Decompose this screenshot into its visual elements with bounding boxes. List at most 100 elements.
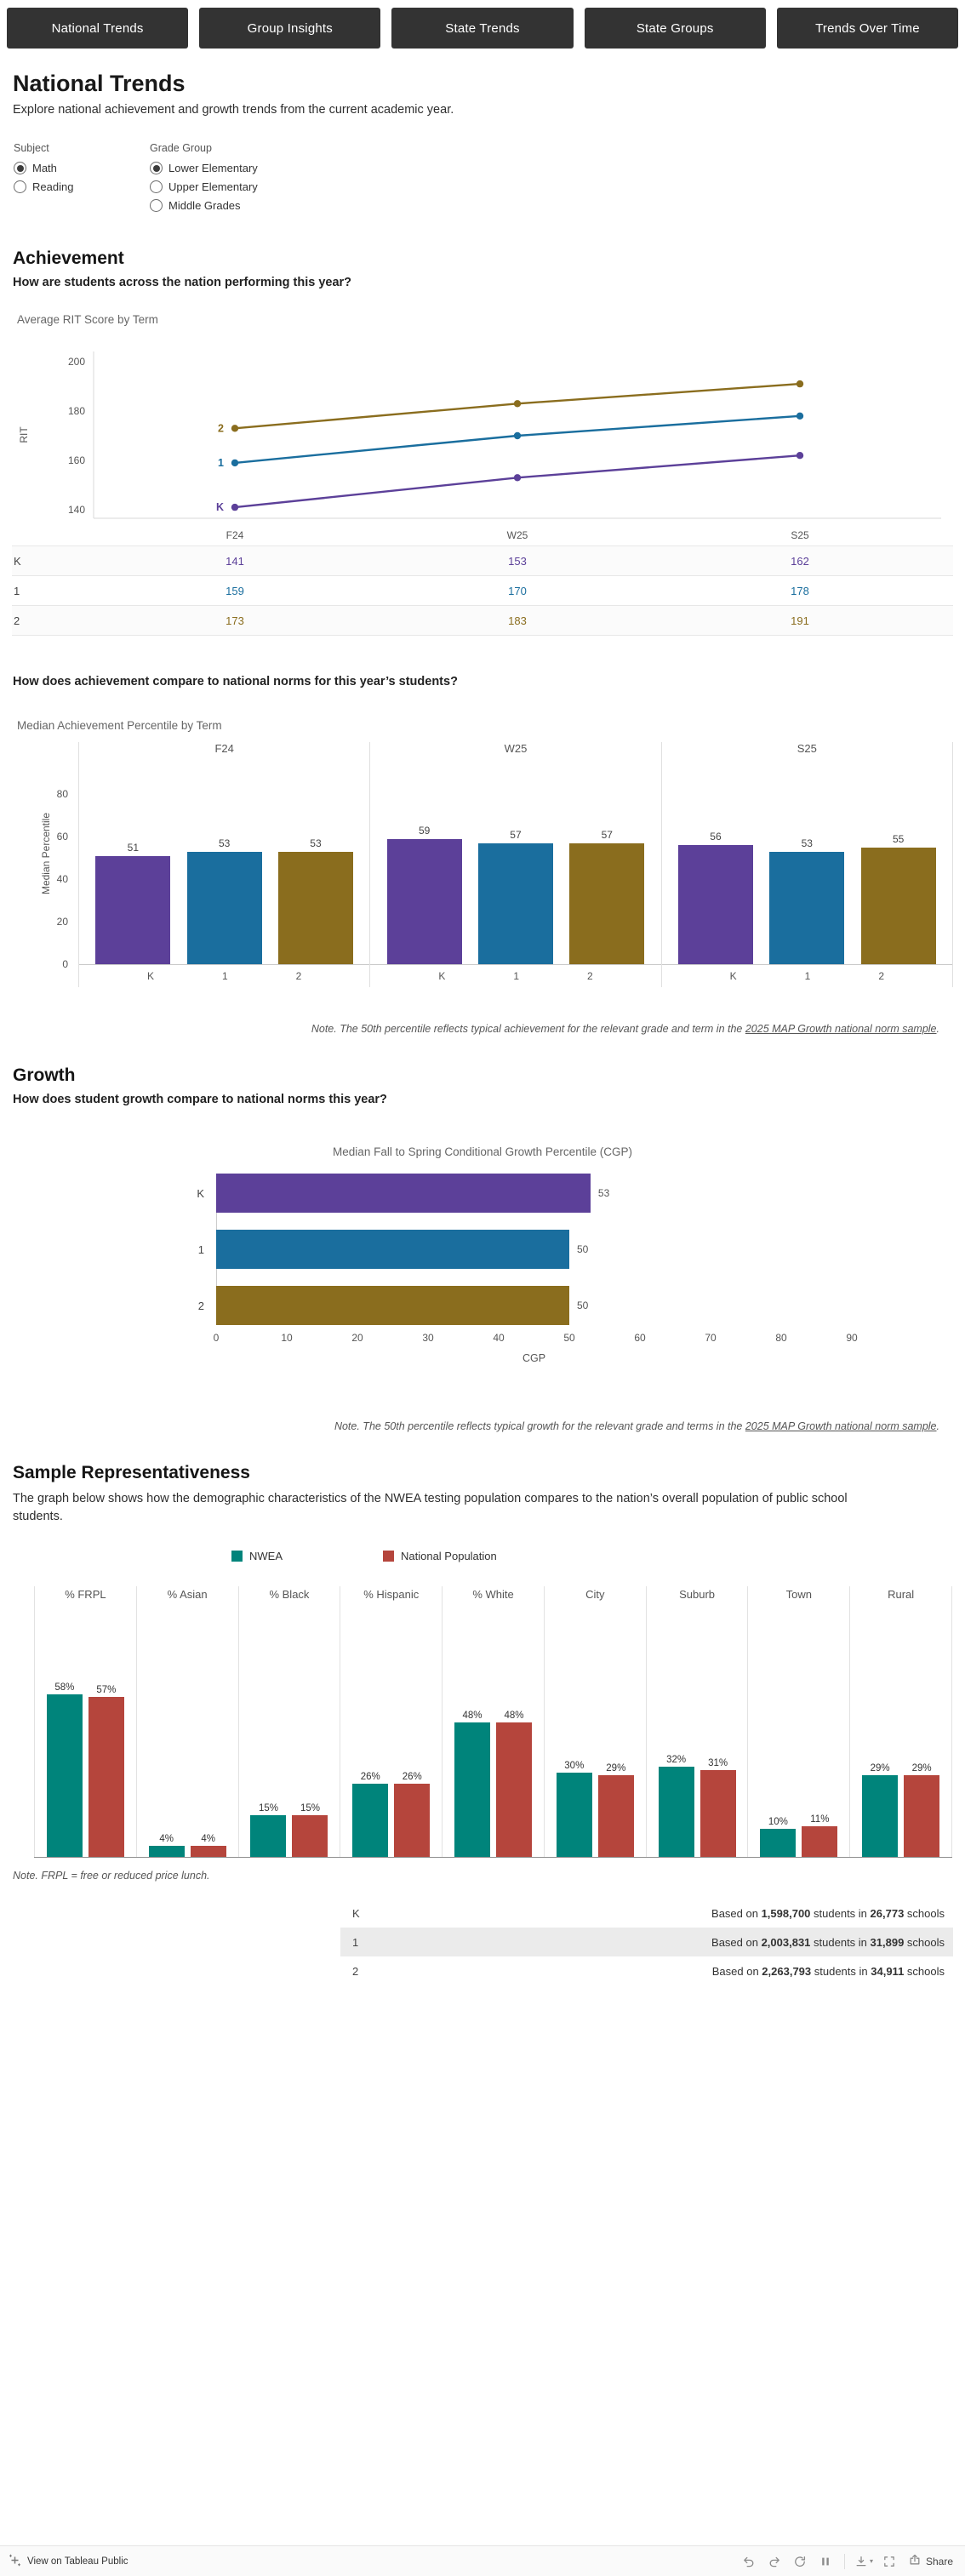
data-point-k-w25[interactable] — [513, 474, 522, 482]
achievement-heading: Achievement — [13, 248, 124, 268]
page-title: National Trends — [13, 71, 186, 96]
legend-item-national-population: National Population — [383, 1550, 497, 1562]
fullscreen-button[interactable] — [879, 2551, 899, 2572]
cgp-chart-title: Median Fall to Spring Conditional Growth… — [333, 1145, 632, 1158]
rit-value-k-f24[interactable]: 141 — [226, 554, 244, 568]
undo-button[interactable] — [739, 2551, 759, 2572]
bar-value-label: 29% — [911, 1763, 932, 1774]
cgp-bar-grade-k[interactable] — [216, 1174, 591, 1213]
download-button[interactable]: ▾ — [854, 2551, 874, 2572]
bar-national-population-asian[interactable] — [190, 1845, 226, 1858]
nav-tab-trends-over-time[interactable]: Trends Over Time — [776, 8, 959, 49]
filters: Subject Math Reading Grade Group Lower El… — [14, 142, 965, 218]
grade-label: 2 — [352, 1964, 359, 1978]
radio-option-lower-elementary[interactable]: Lower Elementary — [150, 162, 258, 174]
bar-value-label: 4% — [159, 1833, 174, 1844]
bar-nwea-asian[interactable] — [148, 1845, 185, 1858]
bar-value-label: 53 — [801, 837, 813, 849]
share-button[interactable]: Share — [905, 2553, 956, 2569]
rit-chart-title: Average RIT Score by Term — [17, 313, 158, 326]
bar-nwea-hispanic[interactable] — [352, 1784, 389, 1858]
view-on-tableau-link[interactable]: View on Tableau Public — [9, 2554, 128, 2569]
bar-f24-grade-1[interactable] — [186, 851, 262, 964]
radio-button-icon — [150, 199, 163, 212]
grade-label: K — [14, 554, 21, 568]
bar-f24-grade-k[interactable] — [95, 855, 171, 964]
radio-option-math[interactable]: Math — [14, 162, 150, 174]
redo-button[interactable] — [764, 2551, 785, 2572]
rit-value-1-w25[interactable]: 170 — [508, 584, 527, 597]
x-axis-tick: K — [438, 970, 446, 982]
data-point-1-s25[interactable] — [796, 412, 804, 420]
data-point-1-w25[interactable] — [513, 431, 522, 440]
bar-national-population-frpl[interactable] — [88, 1696, 124, 1858]
cgp-bar-grade-2[interactable] — [216, 1286, 569, 1325]
bar-nwea-rural[interactable] — [862, 1775, 899, 1858]
radio-option-reading[interactable]: Reading — [14, 180, 150, 193]
rit-value-2-w25[interactable]: 183 — [508, 614, 527, 627]
bar-national-population-rural[interactable] — [904, 1775, 940, 1858]
bar-nwea-suburb[interactable] — [658, 1767, 694, 1858]
bar-nwea-black[interactable] — [250, 1814, 287, 1858]
radio-button-icon — [14, 180, 26, 193]
grade-label: 2 — [14, 614, 20, 627]
rit-value-2-s25[interactable]: 191 — [791, 614, 809, 627]
bar-s25-grade-k[interactable] — [677, 845, 753, 964]
nav-tab-state-groups[interactable]: State Groups — [584, 8, 766, 49]
rit-value-k-w25[interactable]: 153 — [508, 554, 527, 568]
bar-national-population-white[interactable] — [496, 1722, 533, 1858]
reset-button[interactable] — [790, 2551, 810, 2572]
nav-tab-national-trends[interactable]: National Trends — [7, 8, 189, 49]
bar-national-population-town[interactable] — [802, 1825, 838, 1858]
data-point-2-w25[interactable] — [513, 400, 522, 408]
nav-tab-group-insights[interactable]: Group Insights — [199, 8, 381, 49]
radio-option-middle-grades[interactable]: Middle Grades — [150, 199, 258, 212]
bar-national-population-black[interactable] — [292, 1814, 328, 1858]
nav-tab-state-trends[interactable]: State Trends — [391, 8, 574, 49]
bar-nwea-town[interactable] — [760, 1829, 797, 1858]
sample-description: The graph below shows how the demographi… — [13, 1492, 848, 1524]
note-text: . — [936, 1023, 939, 1035]
pause-updates-button[interactable] — [815, 2551, 836, 2572]
norm-sample-link[interactable]: 2025 MAP Growth national norm sample — [745, 1023, 937, 1035]
panel-frpl: % FRPL 58% 57% — [34, 1586, 136, 1858]
cgp-bar-grade-1[interactable] — [216, 1230, 569, 1269]
bar-national-population-suburb[interactable] — [699, 1769, 736, 1858]
norm-sample-link[interactable]: 2025 MAP Growth national norm sample — [745, 1420, 937, 1432]
panel-header: % Hispanic — [363, 1588, 420, 1602]
sample-text: Based on — [711, 1964, 762, 1978]
rit-value-k-s25[interactable]: 162 — [791, 554, 809, 568]
bar-nwea-city[interactable] — [556, 1773, 592, 1858]
data-point-2-f24[interactable] — [231, 425, 239, 432]
data-point-2-s25[interactable] — [796, 380, 804, 388]
radio-button-icon — [14, 162, 26, 174]
bar-nwea-frpl[interactable] — [46, 1694, 83, 1858]
y-axis-label: Median Percentile — [40, 812, 52, 895]
bar-w25-grade-k[interactable] — [386, 838, 462, 964]
bar-s25-grade-2[interactable] — [860, 847, 936, 964]
sample-text: students in — [810, 1906, 871, 1920]
bar-nwea-white[interactable] — [454, 1722, 491, 1858]
rit-value-1-s25[interactable]: 178 — [791, 584, 809, 597]
bar-f24-grade-2[interactable] — [277, 851, 353, 964]
trend-line-grade-1[interactable] — [234, 414, 801, 465]
trend-line-grade-k[interactable] — [234, 454, 801, 509]
bar-w25-grade-1[interactable] — [477, 842, 553, 964]
chart-legend: NWEA National Population — [231, 1550, 965, 1562]
bar-w25-grade-2[interactable] — [569, 842, 645, 964]
bar-value-label: 4% — [201, 1833, 215, 1844]
grade-label: 1 — [352, 1935, 359, 1949]
data-point-k-f24[interactable] — [231, 503, 239, 511]
x-axis-tick: 1 — [221, 970, 228, 982]
bar-national-population-city[interactable] — [597, 1775, 634, 1858]
data-point-1-f24[interactable] — [231, 459, 239, 467]
data-point-k-s25[interactable] — [796, 452, 804, 460]
radio-option-upper-elementary[interactable]: Upper Elementary — [150, 180, 258, 193]
rit-value-2-f24[interactable]: 173 — [226, 614, 244, 627]
rit-value-1-f24[interactable]: 159 — [226, 584, 244, 597]
bar-national-population-hispanic[interactable] — [394, 1784, 431, 1858]
bar-value-label: 48% — [462, 1710, 482, 1721]
cgp-row-grade-k: K 53 — [12, 1174, 953, 1213]
bar-s25-grade-1[interactable] — [769, 851, 845, 964]
bar-value-label: 50 — [577, 1243, 589, 1255]
